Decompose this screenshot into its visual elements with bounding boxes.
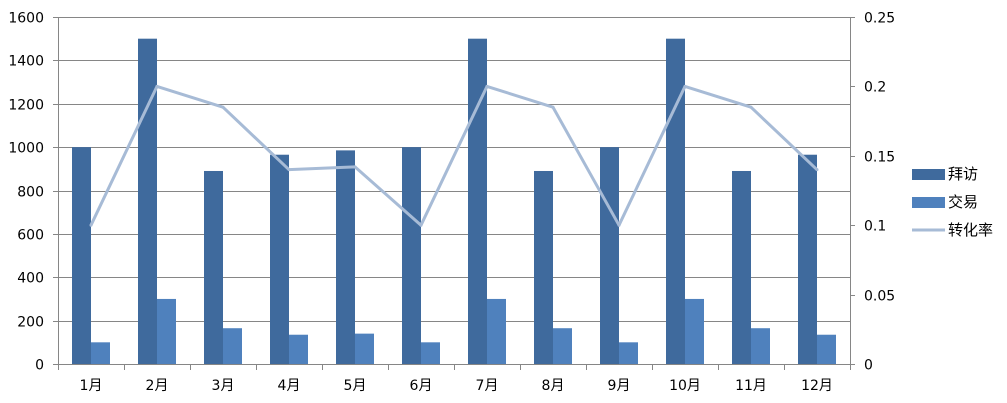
x-tick-label: 10月 [669,378,701,394]
bar-visits [336,150,355,364]
right-axis-ticks: 0 0.05 0.1 0.15 0.2 0.25 [864,11,895,374]
legend-label: 转化率 [948,221,993,239]
conversion-rate-point [749,105,753,109]
left-axis-ticks: 0 200 400 600 800 1000 1200 1400 1600 [8,11,44,374]
right-tick-label: 0.25 [864,11,895,27]
conversion-rate-point [155,84,159,88]
conversion-rate-point [815,168,819,172]
bar-deals [751,328,770,364]
conversion-rate-point [551,105,555,109]
conversion-rate-point [419,223,423,227]
bar-deals [421,342,440,364]
x-tick-label: 5月 [344,378,367,394]
bar-deals [157,298,176,364]
right-tick-label: 0.2 [864,80,886,96]
bar-visits [402,147,421,364]
conversion-rate-point [287,168,291,172]
bar-visits [138,38,157,364]
bar-visits [270,154,289,364]
left-tick-label: 1000 [8,141,44,157]
conversion-rate-point [221,105,225,109]
x-axis-ticks: 1月 2月 3月 4月 5月 6月 7月 8月 9月 10月 11月 12月 [80,378,833,394]
bar-deals [553,328,572,364]
left-tick-label: 1600 [8,11,44,27]
bars [72,38,836,364]
bar-visits [732,170,751,364]
x-tick-label: 9月 [608,378,631,394]
bar-deals [619,342,638,364]
bar-deals [685,298,704,364]
bar-visits [600,147,619,364]
bar-deals [817,334,836,364]
right-tick-label: 0.1 [864,219,886,235]
left-tick-label: 0 [35,358,44,374]
bar-visits [468,38,487,364]
x-tick-label: 11月 [735,378,767,394]
legend-label: 交易 [948,193,978,211]
bar-deals [223,328,242,364]
x-tick-label: 6月 [410,378,433,394]
bar-deals [487,298,506,364]
right-tick-label: 0.15 [864,150,895,166]
right-tick-label: 0.05 [864,289,895,305]
bar-visits [534,170,553,364]
bar-visits [72,147,91,364]
x-tick-label: 4月 [278,378,301,394]
x-tick-label: 7月 [476,378,499,394]
gridlines [58,17,850,322]
left-tick-label: 400 [17,271,44,287]
x-tick-label: 3月 [212,378,235,394]
x-tick-label: 8月 [542,378,565,394]
x-tick-label: 2月 [146,378,169,394]
left-tick-label: 200 [17,315,44,331]
bar-visits [666,38,685,364]
bar-visits [204,170,223,364]
conversion-rate-point [683,84,687,88]
bar-deals [289,334,308,364]
left-tick-label: 800 [17,185,44,201]
conversion-line [89,84,819,227]
legend-label: 拜访 [948,165,978,183]
right-tick-label: 0 [864,358,873,374]
conversion-rate-point [617,223,621,227]
left-tick-label: 600 [17,228,44,244]
x-tick-label: 1月 [80,378,103,394]
x-tick-label: 12月 [801,378,833,394]
bar-deals [91,342,110,364]
legend-swatch [912,169,945,180]
conversion-rate-point [485,84,489,88]
bar-deals [355,333,374,364]
left-tick-label: 1200 [8,98,44,114]
axes [53,17,855,370]
conversion-rate-point [353,165,357,169]
bar-visits [798,154,817,364]
left-tick-label: 1400 [8,54,44,70]
conversion-rate-line [89,84,819,227]
legend-swatch [912,197,945,208]
conversion-rate-point [89,223,93,227]
